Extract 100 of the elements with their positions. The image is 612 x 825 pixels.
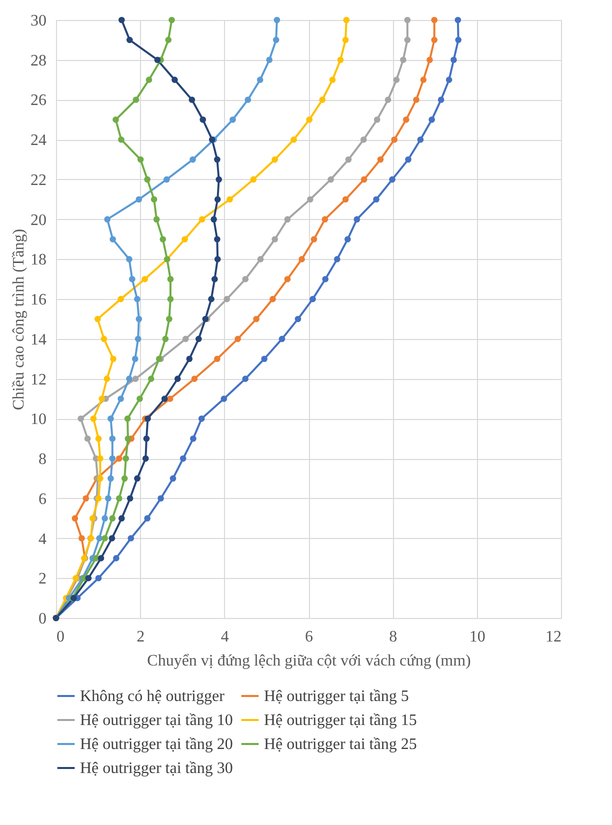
point [121, 475, 128, 482]
legend-label: Hệ outrigger tại tầng 10 [80, 712, 233, 729]
legend-label: Hệ outrigger tại tầng 15 [264, 712, 417, 729]
point [164, 176, 170, 183]
point [134, 475, 140, 482]
y-tick-label: 14 [30, 331, 46, 348]
y-tick-label: 28 [30, 52, 46, 70]
x-tick-label: 6 [305, 628, 313, 646]
point [272, 36, 280, 44]
point [266, 56, 273, 64]
y-tick-label: 12 [30, 371, 46, 388]
point [108, 535, 116, 542]
point [360, 136, 367, 143]
point [90, 416, 97, 422]
point [142, 276, 148, 282]
point [132, 356, 138, 362]
point [272, 156, 278, 163]
point [95, 435, 102, 442]
point [191, 376, 198, 382]
point [166, 316, 172, 322]
y-tick-label: 20 [30, 212, 46, 229]
point [214, 256, 221, 262]
point [98, 396, 106, 402]
point [72, 515, 78, 522]
point [167, 296, 174, 302]
point [389, 176, 396, 183]
point [420, 76, 427, 83]
point [256, 76, 264, 83]
point [102, 515, 108, 522]
point [160, 236, 166, 242]
point [307, 196, 314, 203]
y-tick-label: 8 [38, 451, 46, 468]
point [413, 96, 420, 103]
point [298, 256, 305, 262]
point [170, 475, 176, 482]
point [180, 455, 186, 462]
point [211, 276, 218, 282]
point [216, 176, 222, 183]
point [161, 396, 168, 402]
point [322, 276, 328, 282]
y-tick-label: 16 [30, 292, 46, 309]
point [126, 376, 132, 382]
point [438, 96, 444, 103]
point [188, 96, 196, 103]
point [234, 336, 241, 342]
point [214, 156, 220, 163]
legend-label: Hệ outrigger tại tầng 30 [80, 760, 233, 777]
point [124, 435, 132, 442]
y-tick-label: 30 [30, 12, 46, 30]
point [109, 435, 116, 442]
y-tick-label: 4 [38, 530, 46, 548]
point [165, 36, 172, 44]
point [78, 416, 84, 422]
point [122, 455, 130, 462]
point [96, 535, 103, 542]
point [116, 495, 122, 502]
x-tick-label: 0 [56, 628, 64, 646]
point [136, 396, 143, 402]
point [97, 455, 104, 462]
y-tick-label: 22 [30, 172, 46, 189]
point [84, 435, 91, 442]
point [132, 376, 139, 382]
point [334, 256, 340, 262]
point [200, 116, 206, 123]
point [329, 76, 336, 83]
point [261, 356, 268, 362]
point [196, 336, 202, 342]
point [95, 574, 102, 582]
point [344, 236, 351, 242]
point [310, 236, 318, 242]
y-tick-label: 24 [30, 132, 46, 150]
point [404, 16, 411, 24]
point [162, 336, 169, 342]
legend-label: Không có hệ outrigger [80, 688, 226, 705]
point [126, 495, 134, 502]
point [446, 76, 452, 83]
point [400, 56, 406, 64]
point [110, 356, 116, 362]
point [128, 535, 134, 542]
point [208, 296, 214, 302]
point [118, 296, 124, 302]
point [360, 176, 368, 183]
point [242, 276, 249, 282]
point [112, 116, 119, 123]
y-tick-label: 26 [30, 92, 46, 110]
point [124, 416, 131, 422]
point [284, 216, 291, 222]
point [186, 356, 193, 362]
point [284, 276, 291, 282]
point [214, 356, 220, 362]
point [393, 76, 400, 83]
point [337, 56, 344, 64]
point [274, 16, 280, 24]
point [272, 236, 278, 242]
point [210, 216, 217, 222]
point [270, 296, 276, 302]
point [109, 515, 116, 522]
point [104, 376, 110, 382]
point [290, 136, 297, 143]
point [158, 495, 164, 502]
